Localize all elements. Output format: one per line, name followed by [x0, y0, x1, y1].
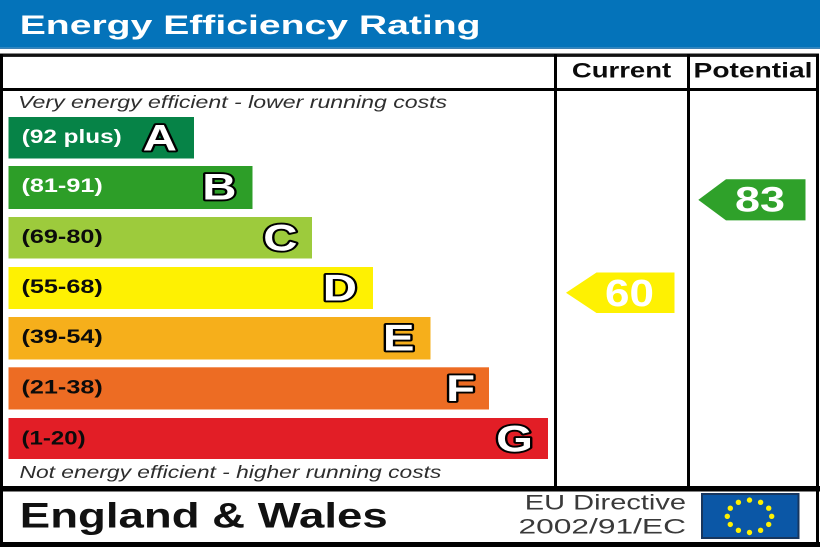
svg-text:(55-68): (55-68) [22, 276, 103, 297]
svg-text:Current: Current [572, 59, 671, 83]
svg-text:B: B [202, 167, 236, 208]
svg-text:2002/91/EC: 2002/91/EC [518, 514, 686, 539]
svg-text:D: D [323, 268, 357, 309]
svg-text:(39-54): (39-54) [22, 326, 103, 347]
svg-text:EU Directive: EU Directive [525, 491, 686, 515]
svg-text:Not energy efficient - higher: Not energy efficient - higher running co… [20, 463, 442, 482]
svg-text:60: 60 [605, 272, 654, 315]
svg-text:England & Wales: England & Wales [20, 495, 388, 535]
svg-text:A: A [143, 118, 177, 159]
svg-text:C: C [263, 218, 297, 259]
svg-text:(92 plus): (92 plus) [22, 126, 122, 148]
svg-text:Energy Efficiency Rating: Energy Efficiency Rating [20, 11, 481, 41]
svg-text:Potential: Potential [694, 59, 813, 83]
svg-text:83: 83 [735, 180, 785, 219]
svg-text:(81-91): (81-91) [22, 175, 103, 196]
svg-text:Very energy efficient - lower: Very energy efficient - lower running co… [18, 93, 447, 113]
svg-text:(21-38): (21-38) [22, 376, 103, 397]
svg-text:F: F [446, 369, 475, 410]
svg-text:(69-80): (69-80) [22, 226, 103, 247]
svg-text:G: G [496, 419, 533, 460]
svg-text:(1-20): (1-20) [22, 427, 86, 449]
svg-text:E: E [383, 318, 415, 359]
